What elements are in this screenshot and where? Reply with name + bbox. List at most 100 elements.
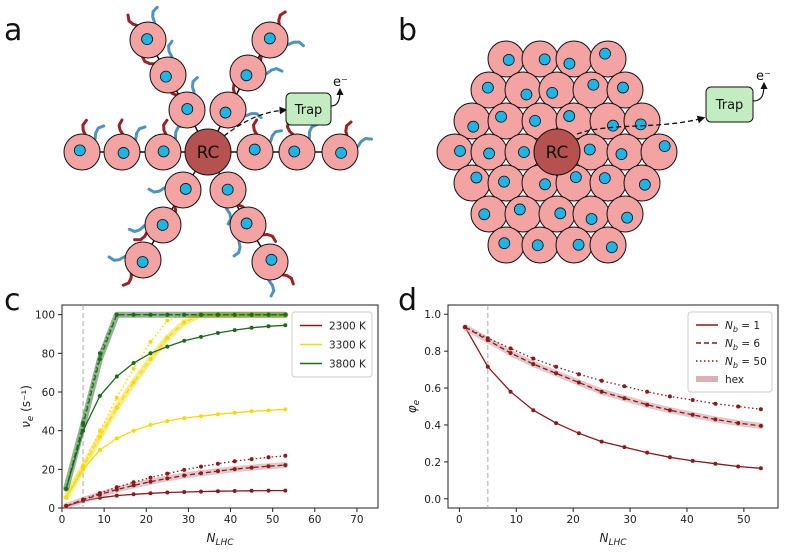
data-point — [599, 389, 604, 394]
series — [63, 462, 289, 509]
electron-out-arrow — [330, 87, 344, 107]
data-point — [283, 323, 288, 328]
antenna-complex — [209, 171, 247, 209]
series-line — [65, 314, 286, 489]
data-point — [283, 488, 288, 493]
lhc-circle — [640, 133, 678, 171]
data-point — [249, 488, 254, 493]
pigment-dot — [598, 172, 611, 184]
pigment-dot — [240, 69, 253, 82]
antenna-complex — [278, 133, 316, 171]
electron-transfer-arrow — [223, 106, 288, 137]
data-point — [645, 389, 650, 394]
hex-complex — [538, 71, 576, 109]
chart-d: 0 10 20 30 40 50 0.0 0.2 0.4 0.6 0.8 1.0 NLHC φe Nb = … — [405, 304, 779, 548]
data-point — [215, 489, 220, 494]
pigment-dot — [156, 219, 169, 231]
x-tick-label: 0 — [456, 514, 463, 526]
pigment-dot — [599, 47, 611, 60]
data-point — [736, 404, 741, 409]
antenna-complex — [229, 54, 267, 92]
antenna-complex — [103, 133, 141, 171]
data-point — [758, 407, 763, 412]
pigment-dot — [240, 217, 253, 230]
data-point — [131, 428, 136, 433]
hex-complex — [470, 133, 508, 171]
series — [64, 312, 288, 500]
data-point — [199, 334, 203, 339]
data-point — [599, 439, 604, 444]
pigment-dot — [467, 120, 480, 133]
data-point — [64, 503, 69, 508]
series-line — [464, 326, 761, 427]
data-point — [283, 312, 288, 317]
series — [463, 325, 763, 412]
y-tick-label: 60 — [42, 387, 55, 399]
pigment-dot — [634, 118, 647, 131]
data-point — [667, 408, 672, 413]
data-point — [215, 312, 220, 317]
lhc-circle — [589, 102, 627, 140]
series — [63, 311, 289, 492]
reaction-center — [184, 128, 232, 176]
x-tick-label: 50 — [737, 514, 750, 526]
x-tick-label: 10 — [97, 514, 110, 526]
data-point — [215, 331, 220, 335]
data-point — [215, 461, 220, 466]
y-tick-label: 0.6 — [424, 383, 441, 395]
pigment-dot — [219, 106, 232, 119]
legend-label: 3300 K — [329, 340, 367, 352]
trap-box: Trap — [285, 92, 332, 126]
data-point — [114, 395, 119, 400]
data-point — [690, 398, 695, 402]
pigment-dot — [607, 119, 619, 132]
pigment-dot — [181, 103, 194, 115]
hex-complex — [521, 40, 559, 78]
y-tick-label: 0.8 — [424, 346, 441, 358]
hex-complex — [572, 195, 610, 233]
rc-node: RC — [184, 128, 232, 176]
series-band — [63, 462, 289, 509]
panel-label-a: a — [4, 13, 22, 48]
data-point — [148, 422, 153, 427]
data-point — [713, 417, 718, 422]
data-point — [554, 371, 559, 376]
data-point — [165, 312, 170, 317]
data-point — [199, 464, 203, 469]
data-point — [667, 394, 672, 399]
data-point — [554, 421, 559, 426]
x-tick-label: 40 — [224, 514, 237, 526]
pigment-dot — [638, 178, 651, 191]
plot-frame — [61, 304, 379, 509]
data-point — [165, 335, 170, 340]
series — [64, 453, 288, 508]
electron-out-arrow-hex — [752, 81, 768, 102]
data-point — [148, 339, 153, 344]
lhc-circle — [589, 40, 627, 78]
pigment-dot — [117, 147, 130, 159]
pigment-dot — [617, 81, 629, 94]
data-point — [131, 483, 136, 488]
data-point — [114, 485, 119, 490]
hex-complex — [453, 102, 491, 140]
hex-complex — [640, 133, 678, 171]
y-tick-label: 0.2 — [424, 457, 441, 469]
antenna-complex — [164, 171, 202, 209]
trap-hex — [705, 86, 754, 123]
data-point — [622, 396, 627, 401]
data-point — [114, 312, 119, 317]
pigment-dot — [531, 239, 544, 252]
data-point — [266, 408, 271, 413]
antenna-complex — [144, 206, 182, 244]
data-point — [266, 312, 271, 317]
pigment-dot — [221, 183, 234, 196]
data-point — [232, 459, 237, 464]
hex-complex — [487, 226, 525, 264]
data-point — [667, 455, 672, 460]
x-tick-label: 40 — [680, 514, 693, 526]
pigment-dot — [157, 145, 170, 158]
data-point — [131, 380, 136, 385]
x-tick-label: 20 — [566, 514, 579, 526]
data-point — [97, 491, 102, 496]
data-point — [64, 495, 69, 500]
